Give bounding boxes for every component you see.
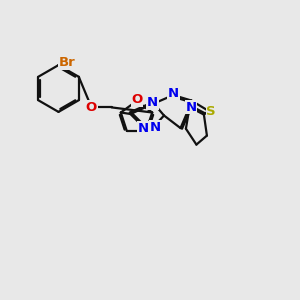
Text: O: O (131, 93, 143, 106)
Text: O: O (86, 101, 97, 114)
Text: Br: Br (58, 56, 75, 69)
Text: S: S (206, 104, 216, 118)
Text: N: N (147, 96, 158, 110)
Text: N: N (185, 100, 197, 114)
Text: N: N (137, 122, 148, 135)
Text: N: N (150, 121, 161, 134)
Text: N: N (168, 87, 179, 100)
